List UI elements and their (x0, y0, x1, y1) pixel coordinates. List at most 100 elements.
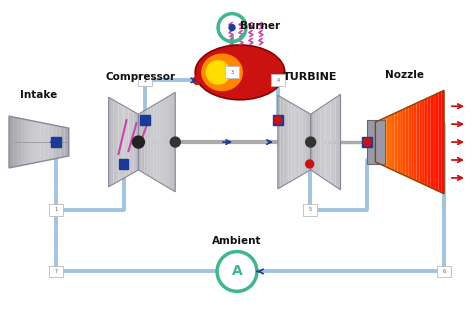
Polygon shape (308, 113, 310, 171)
Polygon shape (392, 113, 395, 171)
Polygon shape (381, 118, 383, 166)
Polygon shape (422, 99, 425, 185)
Text: 5: 5 (308, 207, 311, 212)
Polygon shape (294, 105, 297, 179)
Polygon shape (338, 94, 340, 190)
Polygon shape (126, 107, 128, 177)
Text: TURBINE: TURBINE (283, 72, 337, 82)
Bar (51, 137, 61, 147)
Polygon shape (136, 113, 138, 171)
Polygon shape (134, 111, 136, 173)
Text: Nozzle: Nozzle (385, 70, 424, 80)
Circle shape (193, 76, 201, 84)
Polygon shape (138, 112, 142, 172)
Circle shape (132, 136, 145, 148)
Polygon shape (433, 94, 436, 190)
Ellipse shape (195, 45, 285, 100)
Polygon shape (386, 116, 389, 168)
Text: 7: 7 (54, 269, 57, 274)
Polygon shape (148, 107, 151, 177)
Polygon shape (428, 97, 430, 188)
Polygon shape (300, 108, 302, 176)
Polygon shape (283, 98, 286, 186)
Circle shape (306, 160, 314, 168)
Polygon shape (305, 111, 308, 173)
Polygon shape (172, 92, 175, 192)
Polygon shape (318, 108, 320, 177)
Polygon shape (438, 91, 441, 193)
Polygon shape (49, 124, 53, 160)
Bar (140, 115, 150, 125)
Text: 3: 3 (230, 70, 234, 75)
Polygon shape (169, 94, 172, 190)
Polygon shape (375, 121, 378, 163)
Bar (303, 204, 317, 216)
Polygon shape (436, 93, 438, 191)
Bar (118, 159, 128, 169)
Polygon shape (326, 103, 328, 182)
Polygon shape (124, 106, 126, 178)
Polygon shape (430, 95, 433, 189)
Polygon shape (320, 106, 323, 178)
Polygon shape (111, 99, 114, 185)
Polygon shape (160, 100, 163, 184)
Polygon shape (25, 119, 29, 165)
Polygon shape (323, 104, 326, 180)
Text: Intake: Intake (20, 90, 57, 100)
Polygon shape (281, 97, 283, 187)
Polygon shape (383, 117, 386, 167)
Polygon shape (109, 97, 111, 187)
Polygon shape (408, 106, 411, 179)
Bar (271, 74, 285, 86)
Polygon shape (131, 110, 134, 174)
Polygon shape (116, 101, 118, 183)
Polygon shape (302, 109, 305, 175)
Polygon shape (128, 108, 131, 175)
Polygon shape (292, 103, 294, 181)
Polygon shape (61, 126, 65, 157)
Polygon shape (400, 109, 403, 175)
Polygon shape (297, 106, 300, 178)
Polygon shape (157, 101, 160, 183)
Polygon shape (333, 98, 336, 187)
Polygon shape (419, 100, 422, 184)
Polygon shape (330, 99, 333, 185)
Polygon shape (425, 98, 428, 186)
Bar (437, 265, 451, 277)
Bar (367, 120, 385, 164)
Bar (49, 265, 63, 277)
Polygon shape (145, 109, 148, 175)
Bar (363, 137, 373, 147)
Circle shape (229, 24, 235, 31)
Polygon shape (45, 123, 49, 161)
Polygon shape (121, 104, 124, 180)
Circle shape (306, 137, 316, 147)
Text: 1: 1 (54, 207, 57, 212)
Ellipse shape (201, 53, 243, 91)
Circle shape (274, 116, 282, 124)
Bar (138, 74, 152, 86)
Polygon shape (378, 120, 381, 165)
Text: 4: 4 (276, 78, 279, 83)
Polygon shape (29, 120, 33, 164)
Polygon shape (37, 122, 41, 162)
Polygon shape (286, 100, 289, 184)
Polygon shape (142, 111, 145, 174)
Polygon shape (118, 103, 121, 181)
Polygon shape (397, 111, 400, 173)
Polygon shape (154, 103, 157, 181)
Polygon shape (65, 127, 69, 157)
Polygon shape (414, 103, 417, 181)
Ellipse shape (206, 60, 230, 85)
Polygon shape (313, 111, 316, 173)
Polygon shape (395, 112, 397, 172)
Bar (273, 115, 283, 125)
Text: Ambient: Ambient (212, 236, 262, 246)
Circle shape (217, 252, 257, 291)
Text: A: A (232, 264, 242, 278)
Polygon shape (389, 114, 392, 170)
Polygon shape (316, 109, 318, 175)
Polygon shape (163, 98, 166, 186)
Polygon shape (13, 117, 17, 167)
Polygon shape (21, 118, 25, 166)
